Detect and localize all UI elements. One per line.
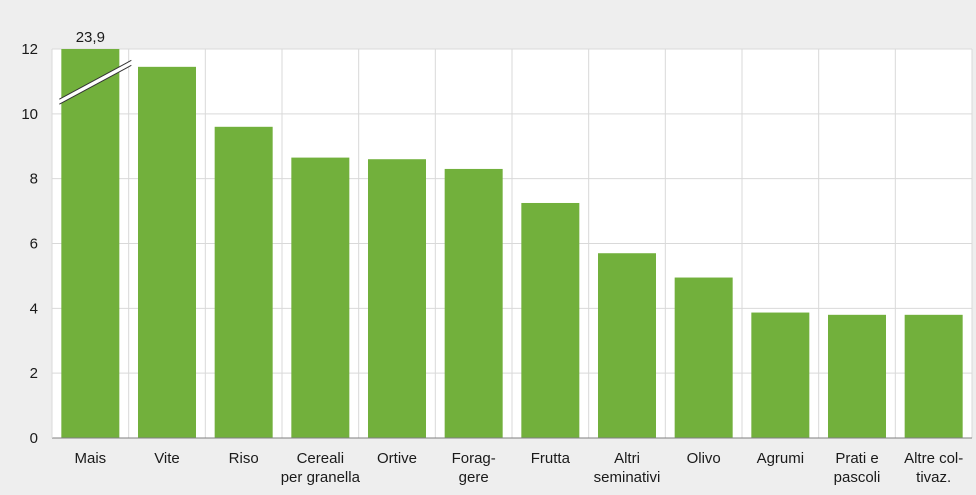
y-tick-label: 0 <box>30 430 38 447</box>
bar <box>214 126 273 439</box>
gridlines <box>51 48 973 438</box>
x-tick-label: Riso <box>229 450 259 467</box>
bar <box>444 168 503 439</box>
bar <box>674 277 733 438</box>
axis-break-gap <box>59 60 132 105</box>
y-tick-label: 10 <box>21 106 38 123</box>
x-tick-label: Forag-gere <box>452 450 496 486</box>
axis-break-line <box>59 59 132 100</box>
x-tick-label: Altre col-tivaz. <box>904 450 963 486</box>
bar <box>521 202 580 438</box>
y-tick-label: 12 <box>21 41 38 58</box>
x-tick-label: Frutta <box>531 450 571 467</box>
x-tick-label: Olivo <box>687 450 721 467</box>
bar <box>904 314 963 438</box>
bar <box>751 312 810 438</box>
bar <box>598 253 656 438</box>
x-tick-label: Ortive <box>377 450 417 467</box>
x-tick-label: Prati e pascoli <box>834 450 881 486</box>
bar <box>368 159 426 438</box>
y-tick-label: 2 <box>30 365 38 382</box>
y-tick-label: 4 <box>30 300 38 317</box>
y-tick-label: 8 <box>30 171 38 188</box>
axis-break-line <box>59 64 132 105</box>
axes <box>51 49 972 439</box>
x-tick-label: Vite <box>154 450 180 467</box>
y-tick-label: 6 <box>30 236 38 253</box>
x-tick-label: Cereali per granella <box>281 450 361 486</box>
bar <box>138 66 196 439</box>
bar <box>828 314 886 438</box>
x-tick-label: Mais <box>74 450 106 467</box>
bars <box>59 49 963 439</box>
x-tick-label: Altri seminativi <box>594 450 661 486</box>
bar <box>61 49 120 438</box>
labels: 0 2 4 6 8 10 12 23,9 Mais Vite Riso Cereali per gran… <box>21 29 963 486</box>
data-label: 23,9 <box>76 29 105 46</box>
x-tick-label: Agrumi <box>757 450 805 467</box>
bar <box>291 157 350 439</box>
